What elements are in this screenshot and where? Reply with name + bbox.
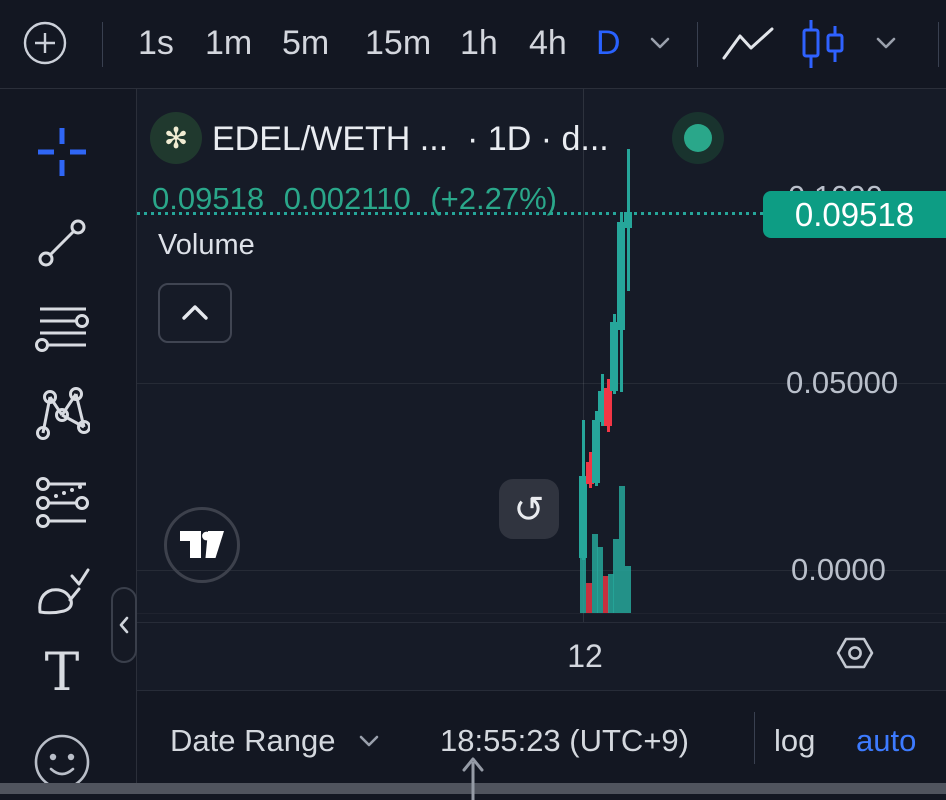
timeframe-4h[interactable]: 4h (529, 24, 567, 62)
sidebar-background (0, 89, 136, 800)
toolbar-separator (938, 22, 939, 67)
pane-resize-arrow-up-icon[interactable] (459, 754, 487, 800)
date-range-chevron-down-icon[interactable] (356, 733, 382, 749)
last-price: 0.09518 (152, 181, 265, 216)
current-price-dotted-line (137, 212, 763, 215)
text-tool-icon[interactable]: T (44, 643, 80, 703)
tradingview-logo-glyph (180, 531, 224, 558)
brush-icon[interactable] (34, 562, 90, 618)
collapse-sidebar-handle[interactable] (111, 587, 137, 663)
market-status-dot (684, 124, 712, 152)
timeframe-chevron-down-icon[interactable] (646, 34, 674, 52)
horizontal-lines-icon[interactable] (34, 302, 90, 358)
plot-bottom-line (137, 613, 946, 614)
refresh-icon: ↺ (513, 487, 545, 531)
symbol-title[interactable]: EDEL/WETH ... · 1D · d... (212, 120, 609, 158)
chart-background[interactable] (137, 89, 946, 690)
toolbar-separator (754, 712, 755, 764)
time-axis-label: 12 (567, 638, 603, 674)
auto-scale-toggle[interactable]: auto (856, 723, 917, 758)
flower-icon: ✻ (163, 122, 189, 155)
date-range-button[interactable]: Date Range (170, 723, 336, 758)
sidebar-divider (136, 89, 137, 783)
timeframe-1m[interactable]: 1m (205, 24, 253, 62)
add-indicator-button[interactable] (23, 21, 67, 65)
price-change-percent: (+2.27%) (430, 181, 557, 216)
chevron-left-icon (119, 616, 129, 634)
toolbar-separator (697, 22, 698, 67)
timeframe-1h[interactable]: 1h (460, 24, 498, 62)
top-toolbar-background (0, 0, 946, 89)
line-chart-icon[interactable] (721, 26, 775, 62)
chart-type-chevron-down-icon[interactable] (872, 34, 900, 52)
vertical-gridline (583, 89, 584, 622)
tradingview-logo[interactable] (164, 507, 240, 583)
time-axis-top-border (137, 622, 946, 623)
timeframe-1s[interactable]: 1s (138, 24, 174, 62)
log-scale-toggle[interactable]: log (774, 723, 816, 758)
reset-chart-button[interactable]: ↺ (499, 479, 559, 539)
projection-tool-icon[interactable] (34, 475, 90, 531)
timeframe-15m[interactable]: 15m (365, 24, 432, 62)
toolbar-separator (102, 22, 103, 67)
price-summary: 0.09518 0.002110 (+2.27%) (152, 183, 568, 214)
collapse-volume-button[interactable] (158, 283, 232, 343)
symbol-logo[interactable]: ✻ (150, 112, 202, 164)
timeframe-5m[interactable]: 5m (282, 24, 330, 62)
clock[interactable]: 18:55:23 (UTC+9) (440, 723, 689, 758)
timeframe-1d-active[interactable]: D (596, 24, 621, 62)
horizontal-gridline (137, 383, 946, 384)
volume-label: Volume (158, 229, 255, 261)
trend-line-icon[interactable] (34, 215, 90, 271)
last-price-tag: 0.09518 (763, 191, 946, 238)
price-axis-label-005000: 0.05000 (786, 365, 899, 400)
horizontal-gridline (137, 570, 946, 571)
chevron-up-icon (182, 305, 208, 320)
xabcd-pattern-icon[interactable] (34, 385, 90, 441)
time-axis-bottom-border (137, 690, 946, 691)
crosshair-icon[interactable] (34, 124, 90, 180)
price-scale-settings-icon[interactable] (835, 635, 875, 671)
price-axis-label-00000: 0.0000 (791, 552, 886, 587)
price-change: 0.002110 (283, 181, 411, 216)
candles-icon[interactable] (797, 18, 847, 70)
